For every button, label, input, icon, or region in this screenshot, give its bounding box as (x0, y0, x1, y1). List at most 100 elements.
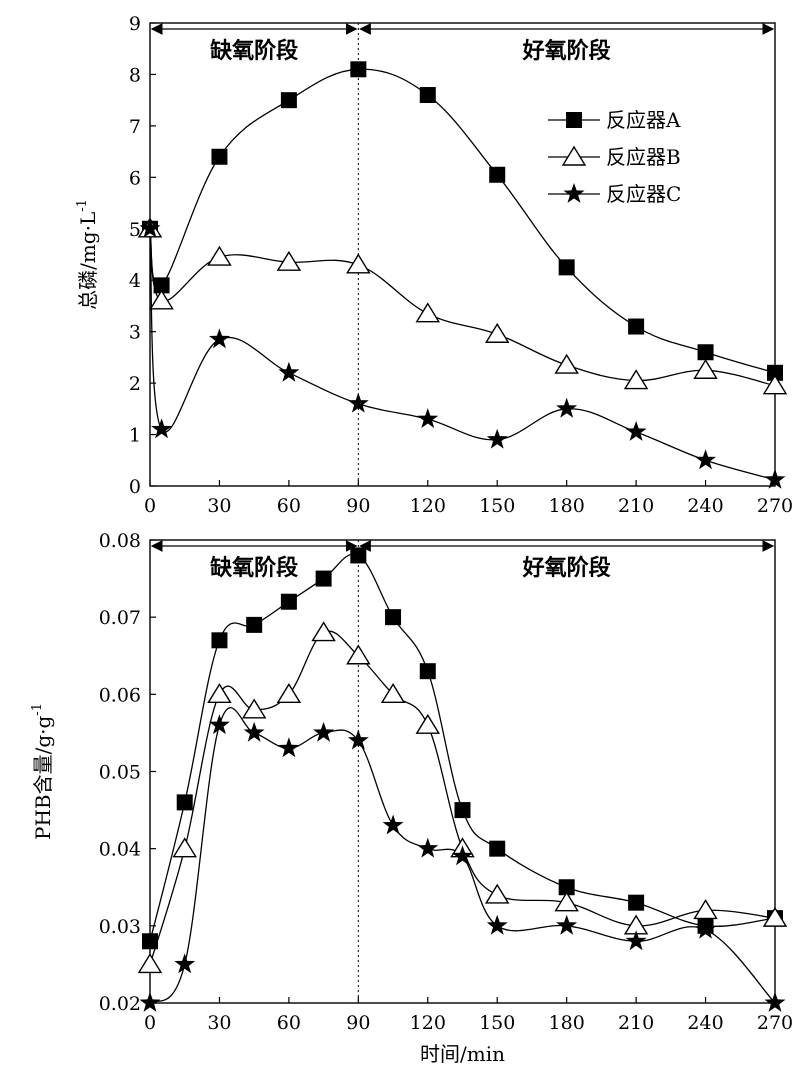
data-point (554, 891, 579, 912)
plot-frame (149, 539, 776, 1004)
data-point (347, 392, 369, 413)
y-axis-title-superscript: -1 (30, 703, 45, 716)
y-tick-label: 7 (129, 116, 141, 138)
phase-label: 缺氧阶段 (210, 555, 298, 581)
data-point (211, 148, 228, 165)
chart-phb-content: 0 30 60 90 120 150 180 210 240 270 0.02 0.03 0.04 0.0… (30, 530, 793, 1066)
x-tick-label: 0 (144, 495, 156, 517)
data-point (207, 245, 232, 266)
data-point (697, 344, 714, 361)
data-point (558, 259, 575, 276)
x-tick-label: 30 (207, 495, 231, 517)
phase-label: 好氧阶段 (522, 555, 611, 581)
data-point (486, 914, 508, 935)
data-point (695, 449, 716, 470)
data-point (276, 682, 302, 704)
data-point (350, 61, 367, 78)
data-point (350, 547, 367, 564)
data-point (278, 361, 300, 382)
data-point (695, 918, 716, 939)
data-point (380, 682, 406, 704)
x-tick-label: 60 (277, 495, 301, 517)
y-tick-label: 0 (129, 476, 141, 498)
x-tick-label: 90 (346, 1012, 370, 1034)
data-point (311, 621, 336, 642)
legend-label: 反应器C (606, 182, 681, 206)
legend-label: 反应器A (606, 108, 681, 132)
data-point (346, 644, 371, 665)
y-tick-label: 0.07 (99, 607, 141, 629)
data-point (417, 408, 439, 428)
data-point (137, 953, 163, 974)
x-tick-label: 240 (687, 1012, 723, 1034)
y-tick-label: 5 (129, 219, 141, 241)
series-line (149, 228, 776, 387)
y-axis-title-text: PHB含量/g·g (31, 715, 55, 839)
data-point (278, 737, 300, 758)
legend-label: 反应器B (606, 145, 681, 169)
x-tick-label: 180 (549, 495, 585, 517)
data-point (628, 318, 645, 335)
data-point (246, 616, 263, 633)
data-point (243, 721, 265, 742)
series-line (149, 630, 776, 965)
legend-marker (563, 183, 585, 203)
data-point (151, 418, 172, 439)
data-point (207, 682, 232, 704)
series-line (149, 228, 776, 481)
data-point (556, 397, 578, 418)
y-axis-title-text: 总磷/mg·L (76, 212, 100, 310)
data-point (142, 933, 158, 950)
data-point (315, 570, 332, 587)
data-point (558, 879, 575, 896)
x-tick-label: 120 (410, 1012, 446, 1034)
phase-label: 缺氧阶段 (210, 38, 298, 64)
data-point (489, 166, 506, 183)
y-tick-label: 3 (129, 322, 141, 344)
y-tick-label: 9 (129, 13, 141, 35)
data-point (454, 802, 471, 819)
data-point (415, 302, 441, 323)
data-point (486, 428, 508, 449)
series-line (149, 553, 776, 942)
data-point (484, 322, 510, 343)
x-tick-label: 210 (618, 1012, 654, 1034)
phase-label: 好氧阶段 (522, 38, 611, 64)
y-axis-title: 总磷/mg·L-1 (75, 199, 100, 310)
y-tick-label: 8 (129, 64, 141, 86)
data-point (625, 930, 647, 951)
data-point (415, 713, 441, 734)
x-tick-label: 150 (479, 495, 515, 517)
x-tick-label: 240 (687, 495, 723, 517)
data-point (382, 814, 404, 835)
y-tick-label: 0.03 (99, 916, 141, 938)
data-point (176, 794, 193, 811)
data-point (764, 468, 786, 489)
data-point (556, 914, 578, 935)
data-point (276, 250, 302, 271)
data-point (209, 714, 230, 735)
y-tick-label: 0.08 (99, 530, 141, 552)
x-axis-title: 时间/min (420, 1042, 505, 1066)
data-point (139, 992, 161, 1012)
data-point (623, 369, 649, 390)
y-tick-label: 0.05 (99, 762, 141, 784)
chart-total-phosphorus: 0 30 60 90 120 150 180 210 240 270 0 1 2 3 4 5 6 7 8 9 总磷/mg… (75, 13, 793, 517)
x-tick-label: 210 (618, 495, 654, 517)
data-point (209, 328, 230, 349)
data-point (419, 87, 436, 104)
x-tick-label: 120 (410, 495, 446, 517)
data-point (625, 421, 647, 441)
y-tick-label: 0.04 (99, 839, 141, 861)
y-axis-title: PHB含量/g·g-1 (30, 703, 55, 840)
data-point (417, 837, 439, 858)
y-tick-label: 6 (129, 167, 141, 189)
x-tick-label: 150 (479, 1012, 515, 1034)
y-tick-label: 0.02 (99, 993, 141, 1015)
data-point (693, 899, 718, 920)
data-point (174, 953, 196, 974)
data-point (347, 729, 369, 750)
data-point (452, 845, 473, 866)
data-point (346, 253, 371, 274)
